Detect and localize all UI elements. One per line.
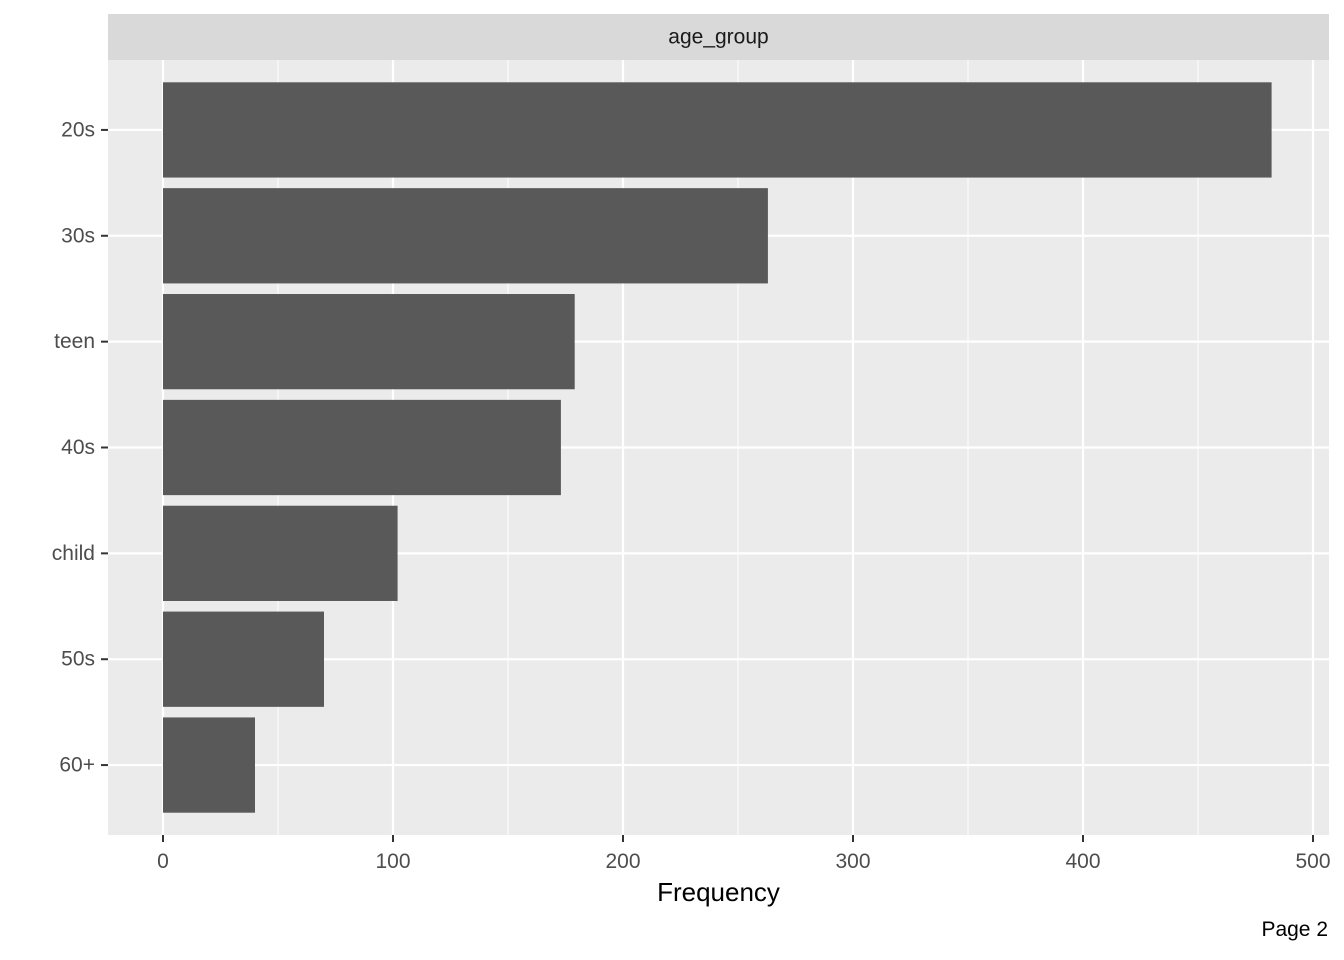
y-tick-label-40s: 40s [61, 436, 95, 459]
x-tick-label-500: 500 [1295, 850, 1330, 873]
y-tick-label-60+: 60+ [59, 754, 95, 777]
bar-child [163, 505, 398, 601]
y-tick-label-teen: teen [54, 330, 95, 353]
bar-60+ [163, 717, 255, 813]
y-tick-label-50s: 50s [61, 648, 95, 671]
bar-teen [163, 294, 575, 390]
page-number: Page 2 [1261, 918, 1328, 941]
y-tick-label-30s: 30s [61, 224, 95, 247]
bar-40s [163, 399, 561, 496]
x-tick-label-100: 100 [375, 850, 410, 873]
y-axis: 20s 30s teen 40s child 50s 60+ [52, 118, 108, 777]
x-tick-label-0: 0 [157, 850, 169, 873]
facet-strip-label: age_group [668, 26, 768, 49]
x-axis: 0 100 200 300 400 500 [157, 835, 1331, 873]
y-tick-label-child: child [52, 542, 95, 565]
x-tick-label-400: 400 [1065, 850, 1100, 873]
bar-50s [163, 611, 324, 707]
bar-30s [163, 188, 768, 284]
facet-strip [108, 14, 1329, 60]
x-tick-label-300: 300 [835, 850, 870, 873]
y-tick-label-20s: 20s [61, 118, 95, 141]
bar-20s [163, 82, 1272, 178]
bars [163, 82, 1272, 813]
x-axis-title: Frequency [657, 877, 780, 907]
x-tick-label-200: 200 [605, 850, 640, 873]
